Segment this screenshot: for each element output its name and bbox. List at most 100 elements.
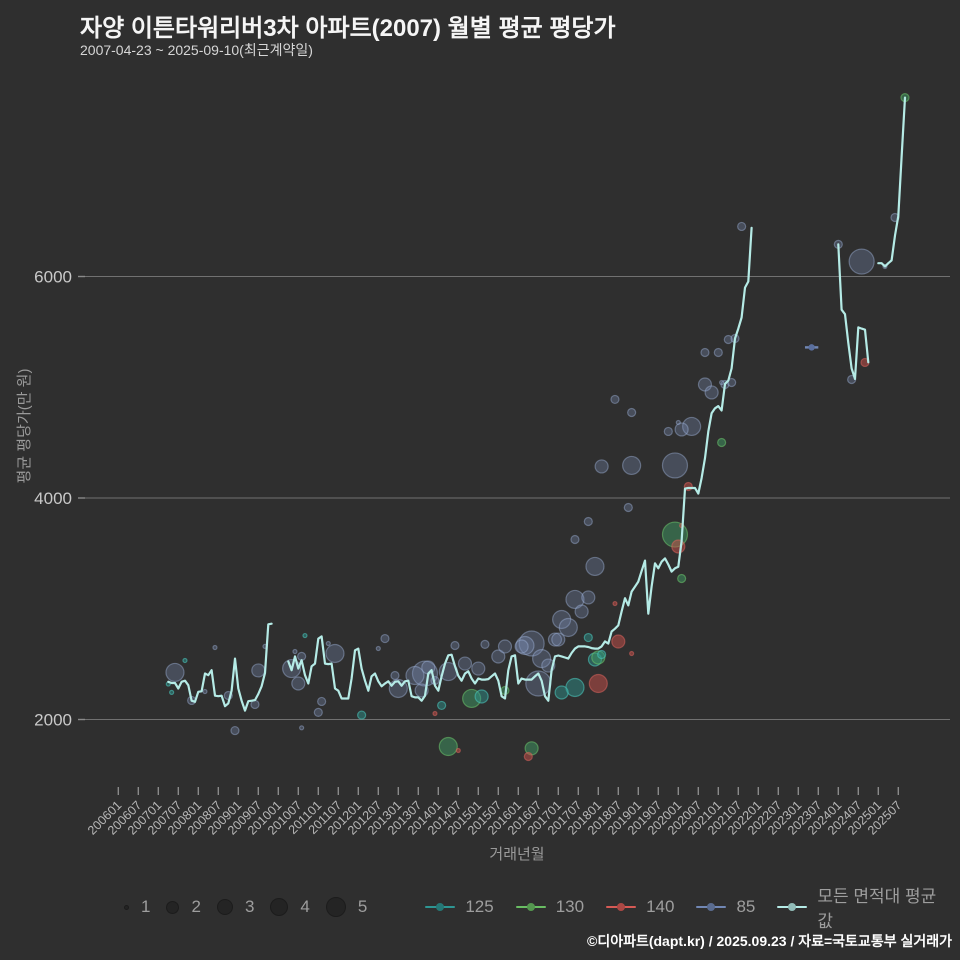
size-legend-item-5[interactable]: 5 [325, 897, 368, 917]
scatter-point-s125[interactable] [554, 685, 569, 700]
scatter-point-s85[interactable] [291, 676, 306, 691]
scatter-point-s85[interactable] [532, 648, 552, 669]
scatter-point-s130[interactable] [438, 736, 458, 757]
series-legend-item-s140[interactable]: 140 [606, 897, 674, 917]
scatter-point-s85[interactable] [610, 394, 620, 405]
scatter-point-s85[interactable] [623, 502, 633, 513]
avg-line[interactable] [837, 243, 870, 380]
series-85-marker[interactable] [808, 344, 815, 351]
size-legend-item-2[interactable]: 2 [166, 897, 201, 917]
scatter-point-s85[interactable] [375, 645, 381, 652]
scatter-point-s140[interactable] [432, 710, 438, 717]
scatter-point-s85[interactable] [471, 661, 486, 676]
scatter-point-s85[interactable] [292, 648, 298, 655]
size-legend-item-1[interactable]: 1 [124, 897, 150, 917]
scatter-point-s85[interactable] [551, 632, 566, 647]
scatter-point-s125[interactable] [169, 689, 175, 695]
scatter-point-s85[interactable] [697, 377, 713, 392]
scatter-point-s85[interactable] [713, 347, 723, 358]
scatter-point-s85[interactable] [325, 640, 331, 647]
scatter-point-s140[interactable] [612, 600, 618, 607]
scatter-point-s85[interactable] [457, 656, 473, 671]
scatter-point-s85[interactable] [558, 617, 578, 638]
scatter-point-s85[interactable] [411, 660, 439, 687]
scatter-point-s85[interactable] [230, 725, 240, 736]
scatter-point-s85[interactable] [202, 688, 208, 695]
series-legend-item-s125[interactable]: 125 [425, 897, 494, 917]
scatter-point-s85[interactable] [565, 589, 585, 610]
scatter-point-s85[interactable] [848, 248, 875, 275]
series-legend-item-s85[interactable]: 85 [696, 897, 755, 917]
footer-credit: ©디아파트(dapt.kr) / 2025.09.23 / 자료=국토교통부 실… [587, 933, 952, 949]
scatter-point-s85[interactable] [212, 644, 218, 651]
scatter-point-s85[interactable] [491, 649, 506, 664]
scatter-point-s140[interactable] [523, 751, 533, 762]
series-legend-item-avg[interactable]: 모든 면적대 평균값 [777, 882, 944, 932]
scatter-point-s85[interactable] [581, 590, 596, 605]
scatter-point-s85[interactable] [405, 665, 425, 686]
scatter-point-s85[interactable] [570, 534, 580, 545]
scatter-point-s130[interactable] [677, 573, 687, 584]
scatter-point-s85[interactable] [682, 416, 702, 437]
avg-line[interactable] [877, 96, 907, 268]
scatter-point-s85[interactable] [390, 670, 400, 681]
scatter-point-s85[interactable] [165, 662, 185, 683]
scatter-point-s130[interactable] [717, 437, 727, 448]
scatter-point-s140[interactable] [671, 539, 686, 554]
scatter-point-s125[interactable] [357, 710, 367, 720]
series-legend-label: 모든 면적대 평균값 [817, 887, 937, 931]
scatter-point-s140[interactable] [629, 650, 635, 657]
scatter-point-s125[interactable] [565, 677, 585, 698]
scatter-point-s85[interactable] [700, 347, 710, 358]
legend: 1 2 3 4 5 125 130 140 85 모든 면적대 평균값 [124, 887, 944, 931]
scatter-point-s85[interactable] [675, 419, 681, 426]
scatter-point-s85[interactable] [515, 635, 535, 656]
scatter-point-s85[interactable] [518, 630, 545, 657]
scatter-point-s85[interactable] [704, 385, 719, 400]
scatter-point-s140[interactable] [455, 747, 461, 754]
scatter-point-s85[interactable] [450, 640, 460, 651]
scatter-point-s85[interactable] [514, 639, 529, 654]
scatter-point-s125[interactable] [474, 689, 489, 704]
scatter-point-s85[interactable] [325, 643, 345, 664]
scatter-point-s140[interactable] [588, 673, 608, 694]
scatter-point-s85[interactable] [674, 422, 689, 437]
size-legend-item-4[interactable]: 4 [270, 897, 310, 917]
size-legend-label: 5 [357, 897, 368, 916]
scatter-point-s85[interactable] [251, 663, 266, 678]
scatter-point-s85[interactable] [594, 459, 609, 474]
scatter-point-s85[interactable] [719, 379, 725, 386]
size-legend-item-3[interactable]: 3 [216, 897, 254, 917]
scatter-point-s85[interactable] [552, 609, 572, 630]
y-tick-label: 4000 [34, 489, 72, 508]
scatter-point-s125[interactable] [437, 700, 447, 711]
scatter-point-s85[interactable] [661, 452, 689, 479]
scatter-point-s85[interactable] [497, 639, 513, 654]
scatter-point-s85[interactable] [663, 426, 673, 437]
scatter-point-s85[interactable] [547, 632, 563, 647]
scatter-point-s140[interactable] [611, 634, 626, 649]
avg-line[interactable] [287, 226, 753, 702]
size-legend-label: 2 [191, 897, 201, 916]
scatter-point-s85[interactable] [299, 725, 305, 731]
scatter-point-s85[interactable] [313, 707, 323, 718]
scatter-point-s85[interactable] [737, 221, 747, 232]
scatter-point-s125[interactable] [583, 632, 593, 643]
scatter-point-s85[interactable] [723, 334, 733, 345]
avg-line[interactable] [167, 622, 273, 712]
scatter-point-s85[interactable] [627, 407, 637, 418]
scatter-point-s85[interactable] [583, 516, 593, 527]
scatter-point-s125[interactable] [182, 657, 188, 664]
scatter-point-s85[interactable] [574, 604, 589, 619]
scatter-point-s125[interactable] [597, 649, 607, 660]
scatter-point-s85[interactable] [585, 556, 605, 577]
size-bubble [216, 899, 233, 915]
scatter-point-s125[interactable] [302, 632, 308, 639]
series-legend-item-s130[interactable]: 130 [515, 897, 584, 917]
scatter-point-s85[interactable] [380, 633, 390, 644]
scatter-point-s85[interactable] [480, 639, 490, 650]
chart-subtitle: 2007-04-23 ~ 2025-09-10(최근계약일) [80, 42, 313, 58]
scatter-point-s85[interactable] [317, 696, 327, 707]
scatter-point-s85[interactable] [622, 455, 642, 476]
